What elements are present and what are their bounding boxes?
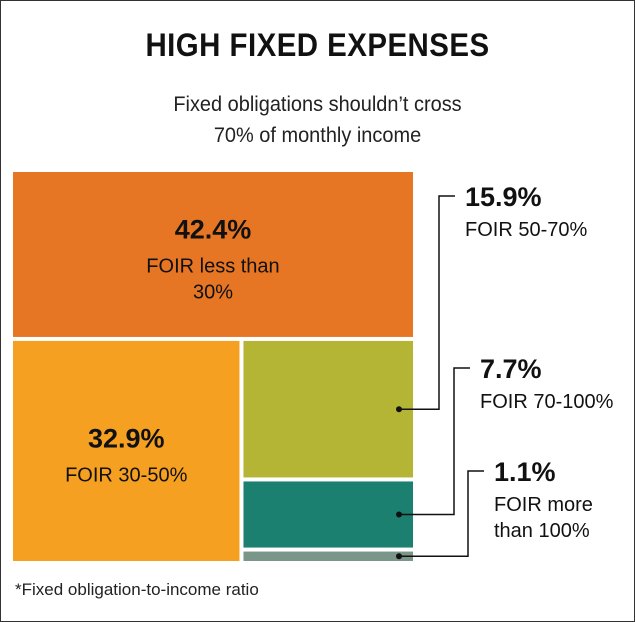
category-label-lt30-1: 30% (193, 281, 233, 303)
value-label-70to100: 7.7% (480, 354, 542, 384)
value-label-50to70: 15.9% (465, 182, 542, 212)
leader-line-50to70 (399, 195, 455, 410)
category-label-70to100-0: FOIR 70-100% (480, 391, 614, 413)
tile-gt100 (243, 551, 413, 561)
leader-line-70to100 (399, 367, 470, 516)
category-label-30to50-0: FOIR 30-50% (65, 464, 187, 486)
category-label-50to70-0: FOIR 50-70% (465, 219, 587, 241)
value-label-30to50: 32.9% (88, 423, 165, 453)
category-label-lt30-0: FOIR less than (146, 255, 279, 277)
category-label-gt100-1: than 100% (494, 520, 590, 542)
tile-70to100 (243, 481, 413, 548)
subtitle-line-1: Fixed obligations shouldn’t cross (173, 93, 462, 116)
chart-title: HIGH FIXED EXPENSES (145, 27, 490, 63)
footnote: *Fixed obligation-to-income ratio (15, 580, 259, 599)
value-label-lt30: 42.4% (175, 214, 252, 244)
value-label-gt100: 1.1% (494, 457, 556, 487)
leader-line-gt100 (399, 470, 484, 558)
tile-50to70 (243, 340, 413, 478)
subtitle-line-2: 70% of monthly income (213, 124, 422, 147)
chart-subtitle: Fixed obligations shouldn’t cross 70% of… (17, 89, 618, 151)
category-label-gt100-0: FOIR more (494, 494, 593, 516)
tile-30to50 (13, 340, 240, 561)
tile-lt30 (13, 172, 413, 337)
